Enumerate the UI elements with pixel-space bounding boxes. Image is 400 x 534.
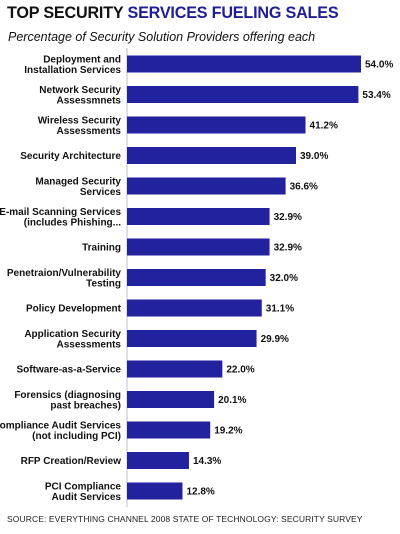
category-label-5: Managed Security Services <box>35 176 121 198</box>
bar-5 <box>127 177 286 195</box>
value-label-11: 22.0% <box>226 365 254 376</box>
category-label-8: Penetraion/Vulnerability Testing <box>7 268 122 290</box>
bar-12 <box>127 391 215 408</box>
bar-9 <box>127 299 262 317</box>
bar-2 <box>127 86 359 103</box>
bar-8 <box>127 269 266 286</box>
category-label-3: Wireless Security Assessments <box>38 115 122 137</box>
value-label-7: 32.9% <box>274 243 302 254</box>
value-label-6: 32.9% <box>274 212 302 223</box>
category-label-15: PCI Compliance Audit Services <box>45 481 122 503</box>
value-label-15: 12.8% <box>186 487 214 498</box>
category-label-9: Policy Development <box>26 304 122 315</box>
bar-6 <box>127 208 270 225</box>
category-label-10: Application Security Assessments <box>24 329 121 351</box>
value-label-4: 39.0% <box>300 151 328 162</box>
category-label-1: Deployment and Installation Services <box>24 54 121 76</box>
value-label-13: 19.2% <box>214 426 242 437</box>
value-label-3: 41.2% <box>310 121 338 132</box>
category-label-2: Network Security Assessmnets <box>39 85 121 107</box>
category-label-11: Software-as-a-Service <box>17 365 122 376</box>
value-label-2: 53.4% <box>362 90 390 101</box>
bar-10 <box>127 330 257 347</box>
bar-7 <box>127 238 270 256</box>
bar-15 <box>127 482 183 500</box>
value-label-5: 36.6% <box>290 182 318 193</box>
bar-14 <box>127 452 189 469</box>
category-label-6: E-mail Scanning Services (includes Phishi… <box>0 207 121 229</box>
value-label-8: 32.0% <box>270 273 298 284</box>
category-label-13: Compliance Audit Services (not including … <box>0 420 121 442</box>
title-part-2: SERVICES FUELING SALES <box>127 3 339 22</box>
bar-3 <box>127 116 306 134</box>
bar-13 <box>127 421 211 439</box>
category-label-12: Forensics (diagnosing past breaches) <box>14 390 121 412</box>
title-part-1: TOP SECURITY <box>7 3 124 22</box>
bar-4 <box>127 147 296 164</box>
bar-1 <box>127 55 361 73</box>
bar-11 <box>127 360 223 378</box>
value-label-9: 31.1% <box>266 304 294 315</box>
value-label-10: 29.9% <box>261 334 289 345</box>
category-label-7: Training <box>82 243 121 254</box>
chart-subtitle: Percentage of Security Solution Provider… <box>8 30 316 44</box>
value-label-1: 54.0% <box>365 60 393 71</box>
value-label-12: 20.1% <box>218 395 246 406</box>
value-label-14: 14.3% <box>193 456 221 467</box>
source-note: SOURCE: EVERYTHING CHANNEL 2008 STATE OF… <box>7 514 363 524</box>
category-label-4: Security Architecture <box>20 151 121 162</box>
category-label-14: RFP Creation/Review <box>21 456 122 467</box>
chart-title: TOP SECURITY SERVICES FUELING SALES <box>7 3 339 23</box>
